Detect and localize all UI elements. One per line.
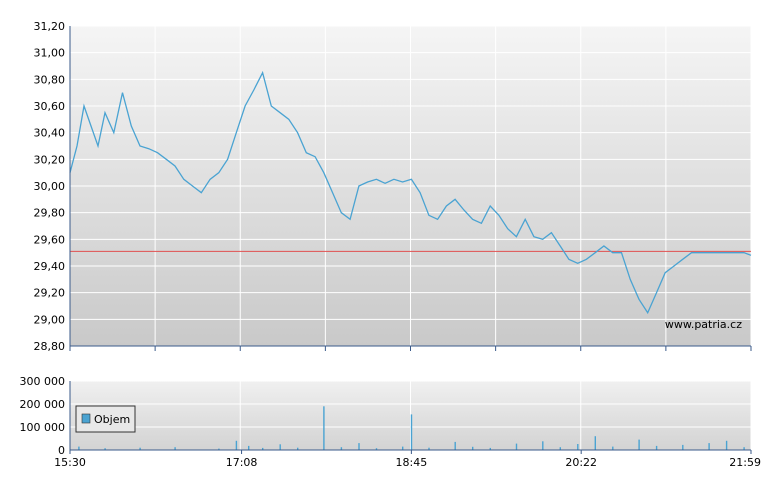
price-y-tick-label: 31,00 — [34, 47, 66, 60]
price-y-tick-label: 29,00 — [34, 313, 66, 326]
volume-bar — [682, 444, 684, 450]
volume-bar — [559, 447, 561, 450]
volume-bar — [104, 448, 106, 450]
volume-bar — [489, 447, 491, 450]
price-y-tick-label: 30,40 — [34, 127, 66, 140]
x-tick-label: 15:30 — [54, 456, 86, 469]
volume-bar — [340, 447, 343, 450]
price-y-tick-label: 29,80 — [34, 207, 66, 220]
volume-y-axis-labels: 300 000 200 000 100 000 0 — [20, 375, 66, 457]
volume-bar — [402, 446, 404, 450]
volume-bar — [218, 448, 220, 450]
volume-bar — [174, 447, 176, 450]
price-y-tick-label: 31,20 — [34, 20, 66, 33]
volume-bar — [655, 445, 658, 450]
legend-swatch — [81, 413, 91, 424]
volume-bar — [297, 447, 299, 450]
price-y-tick-label: 29,40 — [34, 260, 66, 273]
volume-bar — [428, 447, 430, 450]
price-y-tick-label: 29,60 — [34, 233, 66, 246]
price-grid — [69, 25, 752, 347]
volume-bar — [708, 443, 710, 450]
volume-y-tick-label: 0 — [58, 444, 65, 457]
volume-bar — [454, 441, 456, 450]
volume-bar — [235, 440, 238, 450]
volume-bar — [410, 414, 413, 450]
volume-x-axis-labels: 15:30 17:08 18:45 20:22 21:59 — [54, 450, 761, 469]
price-series-line — [69, 70, 752, 315]
volume-bar — [515, 443, 518, 450]
x-tick-label: 20:22 — [565, 456, 597, 469]
volume-bar — [725, 440, 728, 450]
volume-bar — [743, 447, 745, 450]
price-y-tick-label: 30,00 — [34, 180, 66, 193]
volume-bar — [542, 441, 544, 450]
watermark: www.patria.cz — [665, 318, 742, 331]
volume-bar — [139, 447, 141, 450]
volume-bar — [358, 443, 360, 450]
price-y-tick-label: 30,60 — [34, 100, 66, 113]
x-tick-label: 21:59 — [729, 456, 761, 469]
volume-bar — [594, 436, 596, 450]
volume-y-tick-label: 100 000 — [20, 421, 66, 434]
volume-bar — [612, 446, 614, 450]
volume-bars — [78, 406, 745, 451]
x-tick-label: 18:45 — [396, 456, 428, 469]
volume-y-tick-label: 300 000 — [20, 375, 66, 388]
price-y-tick-label: 30,20 — [34, 153, 66, 166]
x-tick-label: 17:08 — [226, 456, 258, 469]
volume-bar — [78, 446, 80, 450]
volume-bar — [472, 446, 474, 450]
volume-bar — [279, 444, 281, 451]
volume-bar — [638, 439, 640, 450]
price-x-ticks — [69, 346, 752, 351]
volume-bar — [323, 406, 325, 450]
volume-bar — [577, 444, 579, 450]
legend-label: Objem — [94, 413, 130, 426]
volume-bar — [248, 445, 250, 450]
price-y-axis-labels: 31,20 31,00 30,80 30,60 30,40 30,20 30,00 29,80… — [34, 20, 66, 353]
price-y-tick-label: 30,80 — [34, 73, 66, 86]
price-y-tick-label: 28,80 — [34, 340, 66, 353]
volume-legend: Objem — [75, 405, 136, 433]
price-y-tick-label: 29,20 — [34, 287, 66, 300]
volume-bar — [262, 447, 264, 450]
volume-bar — [375, 448, 378, 450]
volume-y-tick-label: 200 000 — [20, 398, 66, 411]
